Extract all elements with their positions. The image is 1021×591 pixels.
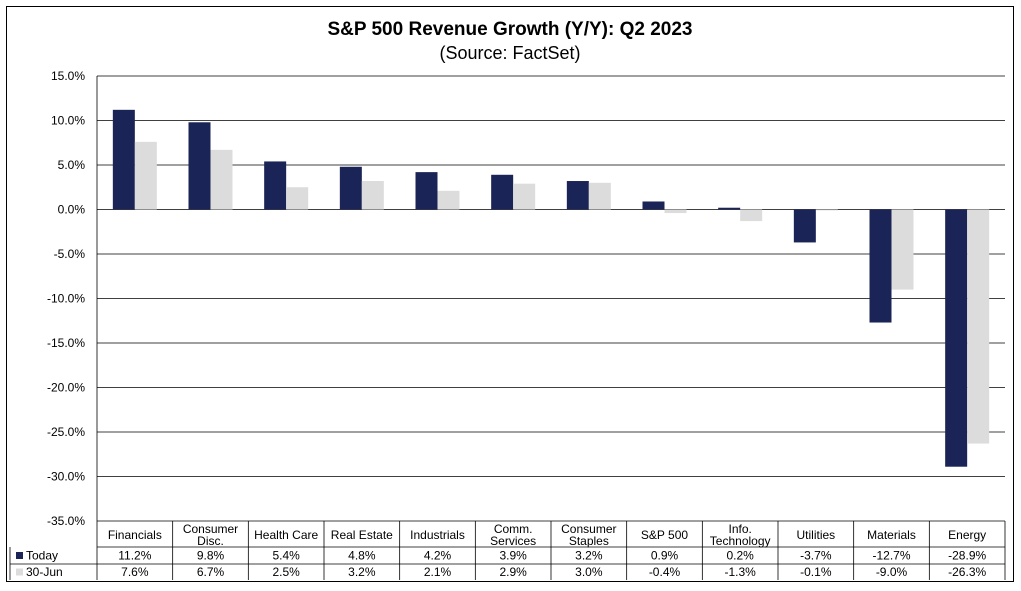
data-label: 4.8% (348, 549, 376, 563)
chart-subtitle: (Source: FactSet) (439, 43, 581, 63)
data-label: 7.6% (121, 565, 149, 579)
data-label: 11.2% (118, 549, 151, 563)
category-label: Staples (569, 534, 609, 548)
bar-today (415, 172, 438, 210)
data-label: 5.4% (272, 549, 300, 563)
bar-today (264, 161, 287, 210)
bar-today (642, 201, 665, 210)
bars (112, 109, 990, 467)
chart-svg: 15.0% 10.0% 5.0% 0.0% -5.0% -10.0% -15.0% -20.0… (9, 69, 1006, 580)
legend-label: Today (26, 549, 58, 563)
bar-30-jun (967, 209, 990, 444)
y-tick-label: 15.0% (51, 69, 85, 83)
y-tick-label: 0.0% (58, 203, 86, 217)
category-label: Energy (948, 528, 986, 542)
data-label: 3.0% (575, 565, 603, 579)
y-tick-label: 5.0% (58, 158, 86, 172)
data-label: 0.2% (726, 549, 754, 563)
bar-today (188, 122, 211, 210)
data-label: 3.2% (348, 565, 376, 579)
bar-30-jun (891, 209, 914, 290)
bar-30-jun (815, 209, 838, 211)
legend-swatch (16, 568, 23, 576)
category-label: Industrials (410, 528, 465, 542)
data-label: -0.1% (800, 565, 832, 579)
y-axis-ticks: 15.0% 10.0% 5.0% 0.0% -5.0% -10.0% -15.0% -20.0… (47, 69, 85, 528)
bar-today (339, 166, 362, 210)
category-label: Utilities (796, 528, 835, 542)
bar-30-jun (286, 187, 309, 210)
bar-30-jun (513, 183, 536, 210)
category-label: Info. (728, 522, 751, 536)
chart-frame: S&P 500 Revenue Growth (Y/Y): Q2 2023 (S… (6, 6, 1014, 582)
data-label: 9.8% (197, 549, 225, 563)
bar-30-jun (210, 149, 233, 210)
y-tick-label: -35.0% (47, 514, 85, 528)
chart-title: S&P 500 Revenue Growth (Y/Y): Q2 2023 (327, 19, 693, 40)
data-label: 0.9% (651, 549, 679, 563)
data-label: 2.5% (272, 565, 300, 579)
bar-30-jun (588, 182, 611, 210)
data-label: -3.7% (800, 549, 832, 563)
legend-swatch (16, 552, 23, 559)
data-label: 3.9% (499, 549, 527, 563)
category-label: Comm. (494, 522, 533, 536)
bar-30-jun (740, 209, 763, 222)
bar-today (566, 181, 589, 210)
y-tick-label: -30.0% (47, 470, 85, 484)
data-label: -0.4% (649, 565, 681, 579)
bar-today (945, 209, 968, 467)
y-tick-label: -15.0% (47, 336, 85, 350)
data-label: -26.3% (948, 565, 986, 579)
bar-today (491, 174, 514, 210)
y-tick-label: 10.0% (51, 114, 85, 128)
category-label: Financials (108, 528, 162, 542)
y-tick-label: -25.0% (47, 425, 85, 439)
data-label: 6.7% (197, 565, 225, 579)
data-label: 4.2% (424, 549, 452, 563)
category-label: Disc. (197, 534, 224, 548)
category-label: Real Estate (331, 528, 393, 542)
legend-label: 30-Jun (26, 565, 63, 579)
bar-today (793, 209, 816, 243)
y-tick-label: -5.0% (54, 247, 86, 261)
bar-30-jun (134, 141, 157, 210)
bar-today (112, 109, 135, 210)
bar-30-jun (361, 181, 384, 210)
category-label: Services (490, 534, 536, 548)
category-label: Consumer (561, 522, 616, 536)
data-label: -9.0% (876, 565, 908, 579)
data-label: -1.3% (724, 565, 756, 579)
bar-today (718, 207, 741, 210)
data-label: 3.2% (575, 549, 603, 563)
y-tick-label: -10.0% (47, 292, 85, 306)
bar-30-jun (664, 209, 687, 214)
category-label: Materials (867, 528, 916, 542)
y-tick-label: -20.0% (47, 381, 85, 395)
category-label: Health Care (254, 528, 318, 542)
data-label: 2.9% (499, 565, 527, 579)
bar-today (869, 209, 892, 323)
data-label: -28.9% (948, 549, 986, 563)
category-label: Technology (710, 534, 771, 548)
gridlines (96, 75, 1005, 522)
data-label: 2.1% (424, 565, 452, 579)
category-label: S&P 500 (641, 528, 688, 542)
bar-30-jun (437, 190, 460, 210)
category-label: Consumer (183, 522, 238, 536)
data-label: -12.7% (872, 549, 910, 563)
